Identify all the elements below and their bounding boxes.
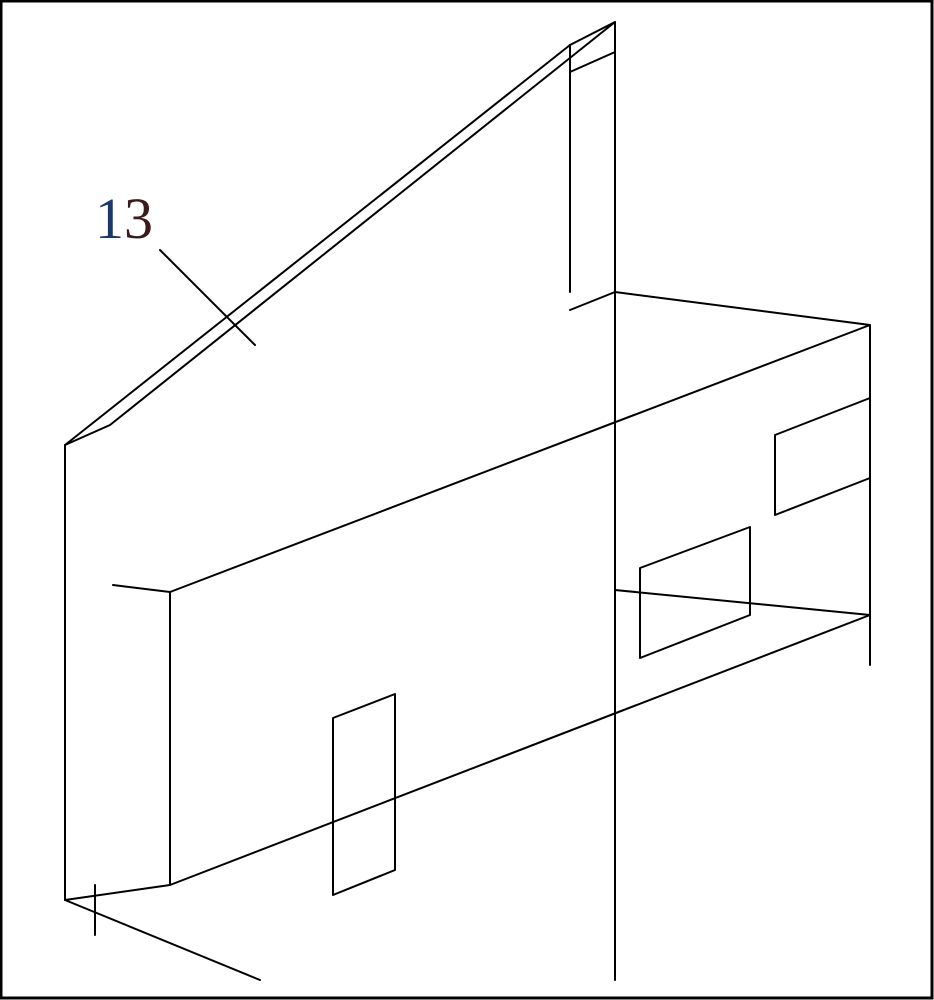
label-13: 13 bbox=[95, 190, 153, 248]
window-right bbox=[775, 398, 870, 515]
leg-slab-diagonal bbox=[65, 900, 260, 980]
window-left bbox=[640, 527, 750, 658]
slab-front-bottom-to-building bbox=[65, 885, 170, 900]
frame-border bbox=[1, 1, 932, 998]
wireframe-group bbox=[65, 22, 870, 980]
roof-outline bbox=[170, 292, 870, 592]
building-right-bottom-edge bbox=[615, 590, 870, 615]
roof-back-join-left bbox=[113, 585, 170, 592]
slab-right-top-inner bbox=[570, 52, 615, 72]
label-13-digit-2: 3 bbox=[124, 186, 153, 251]
label-13-digit-1: 1 bbox=[95, 186, 124, 251]
building-front-bottom-edge bbox=[170, 615, 870, 885]
figure-canvas: 13 bbox=[0, 0, 934, 1000]
door bbox=[333, 694, 395, 895]
label-leader-line bbox=[160, 250, 255, 345]
drawing-svg bbox=[0, 0, 934, 1000]
